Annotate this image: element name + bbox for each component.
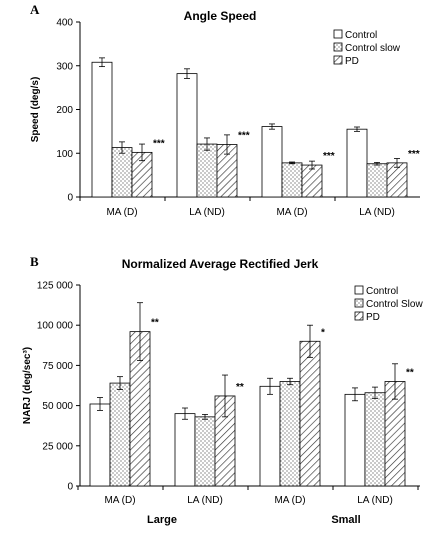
group-label: Large: [147, 514, 177, 526]
legend-label: PD: [345, 56, 359, 67]
category-label: LA (ND): [359, 207, 395, 218]
bar: [176, 73, 198, 198]
legend-swatch: [354, 285, 364, 295]
legend-swatch: [354, 311, 364, 321]
significance-label: ***: [408, 149, 420, 160]
legend-label: Control: [366, 286, 398, 297]
y-tick-label: 0: [67, 193, 73, 204]
bar: [344, 393, 366, 487]
legend-swatch: [333, 29, 343, 39]
significance-label: **: [236, 382, 244, 393]
y-tick-label: 100 000: [37, 321, 74, 332]
category-label: LA (ND): [187, 495, 223, 506]
significance-label: *: [321, 327, 325, 338]
bar: [89, 403, 111, 487]
y-tick-label: 75 000: [42, 361, 73, 372]
panel-a: A Angle Speed 0 100 200 300 400 Speed (deg/s) **…: [30, 2, 420, 218]
significance-label: ***: [238, 131, 250, 142]
bar: [299, 340, 321, 487]
bar: [386, 162, 408, 198]
bar: [259, 385, 281, 487]
chart-title: Angle Speed: [184, 9, 257, 23]
bar: [279, 381, 301, 487]
bar: [261, 126, 283, 198]
y-axis-label: Speed (deg/s): [30, 77, 41, 143]
significance-label: **: [406, 367, 414, 378]
bar: [174, 413, 196, 487]
legend-swatch: [333, 42, 343, 52]
category-label: MA (D): [274, 495, 305, 506]
legend-label: Control: [345, 30, 377, 41]
legend-label: Control slow: [345, 43, 401, 54]
y-tick-label: 100: [56, 149, 73, 160]
bar: [196, 143, 218, 198]
y-tick-label: 0: [67, 482, 73, 493]
category-label: MA (D): [104, 495, 135, 506]
significance-label: ***: [323, 151, 335, 162]
category-label: LA (ND): [357, 495, 393, 506]
category-label: LA (ND): [189, 207, 225, 218]
legend-label: Control Slow: [366, 299, 423, 310]
significance-label: **: [151, 318, 159, 329]
bar: [364, 392, 386, 487]
y-tick-label: 300: [56, 61, 73, 72]
bar: [346, 128, 368, 198]
bar: [109, 382, 131, 487]
legend-swatch: [354, 298, 364, 308]
bar: [194, 416, 216, 487]
category-label: MA (D): [106, 207, 137, 218]
y-tick-label: 25 000: [42, 441, 73, 452]
panel-letter: A: [30, 2, 40, 17]
bar: [111, 147, 133, 198]
category-label: MA (D): [276, 207, 307, 218]
bar: [281, 162, 303, 198]
group-label: Small: [331, 514, 360, 526]
y-axis-label: NARJ (deg/sec³): [22, 347, 33, 424]
bar: [366, 163, 388, 198]
legend-label: PD: [366, 312, 380, 323]
panel-letter: B: [30, 254, 39, 269]
bar: [91, 61, 113, 198]
panel-b: B Normalized Average Rectified Jerk 0 25 00…: [22, 254, 423, 526]
chart-title: Normalized Average Rectified Jerk: [122, 257, 319, 271]
y-tick-label: 125 000: [37, 281, 74, 292]
bar: [301, 164, 323, 198]
legend-swatch: [333, 55, 343, 65]
y-tick-label: 400: [56, 18, 73, 29]
y-tick-label: 50 000: [42, 401, 73, 412]
y-tick-label: 200: [56, 105, 73, 116]
significance-label: ***: [153, 138, 165, 149]
